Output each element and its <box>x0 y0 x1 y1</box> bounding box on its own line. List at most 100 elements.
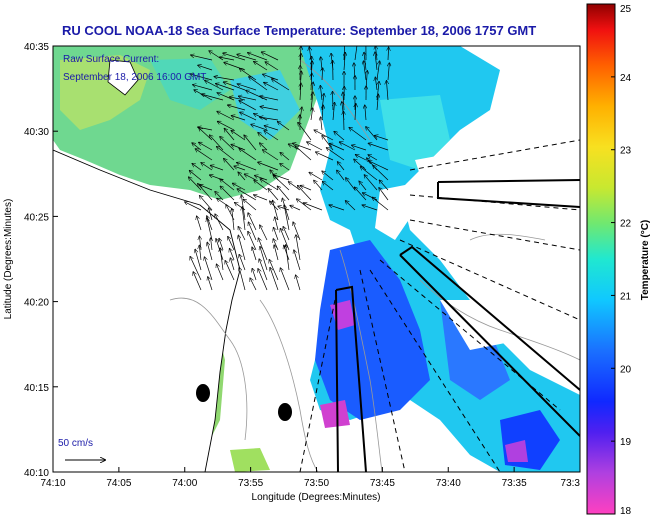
current-vector <box>275 217 279 231</box>
current-vector <box>220 137 235 151</box>
current-vector <box>349 128 367 141</box>
x-tick-label: 73:3 <box>561 478 581 489</box>
current-vector <box>231 116 246 121</box>
current-vector <box>280 268 290 291</box>
x-tick-label: 74:05 <box>106 478 131 489</box>
current-vector <box>368 155 378 161</box>
current-vector <box>234 166 246 171</box>
current-vector <box>334 132 345 141</box>
current-vector <box>375 77 377 91</box>
current-vector <box>210 165 224 171</box>
current-vector <box>373 165 389 181</box>
current-vector <box>290 206 301 211</box>
current-vector <box>199 245 201 261</box>
current-vector <box>277 186 290 201</box>
y-tick-label: 40:10 <box>24 468 49 479</box>
colorbar-tick-label: 18 <box>620 506 632 517</box>
current-vector <box>354 46 358 61</box>
current-vector <box>239 101 257 111</box>
current-vector <box>201 163 213 171</box>
current-vector <box>298 123 312 141</box>
current-vector <box>280 153 290 161</box>
current-vector <box>217 121 235 131</box>
current-vector <box>252 247 257 261</box>
figure-title: RU COOL NOAA-18 Sea Surface Temperature:… <box>62 23 536 38</box>
current-vector <box>201 94 224 101</box>
map-plot-area <box>53 46 580 472</box>
current-vector <box>363 61 367 81</box>
current-vector <box>314 180 323 191</box>
land-mass <box>53 59 580 472</box>
current-vector <box>320 86 322 101</box>
current-vector <box>272 79 290 91</box>
current-vector <box>223 53 246 61</box>
current-vector <box>322 136 334 151</box>
current-vector <box>252 269 257 281</box>
current-vector <box>388 63 389 81</box>
current-vector <box>264 126 279 131</box>
transect-boxes <box>335 179 580 472</box>
current-vector <box>294 250 301 271</box>
current-vector <box>232 209 235 231</box>
current-vector <box>250 278 257 291</box>
current-vector <box>243 199 257 211</box>
current-vector <box>248 222 257 241</box>
current-vector <box>311 82 313 101</box>
current-vector <box>198 65 213 71</box>
current-vector <box>239 268 246 291</box>
current-vector <box>209 208 213 221</box>
current-vector <box>254 180 268 191</box>
current-vector <box>240 112 257 121</box>
current-vector <box>254 195 268 201</box>
current-vector <box>191 55 213 61</box>
current-label: Raw Surface Current: <box>63 54 159 65</box>
current-vector <box>300 71 301 91</box>
current-vector <box>225 261 235 281</box>
current-vector <box>379 180 389 191</box>
x-tick-label: 73:40 <box>436 478 461 489</box>
current-vector <box>239 149 257 161</box>
current-vector <box>309 172 323 181</box>
current-vector <box>311 92 313 111</box>
current-vector <box>345 201 356 211</box>
current-vector <box>344 53 345 71</box>
current-vector <box>375 52 377 71</box>
current-vector <box>260 107 279 111</box>
current-vector <box>259 259 268 281</box>
current-vector <box>190 74 213 81</box>
current-vector <box>260 96 279 101</box>
current-vector <box>210 135 224 151</box>
current-vector <box>214 77 235 81</box>
colorbar-tick-label: 25 <box>620 4 632 15</box>
current-vector <box>238 172 246 181</box>
current-vector <box>237 163 257 171</box>
current-vector <box>359 181 367 191</box>
current-vector <box>237 84 257 91</box>
current-vector <box>273 175 290 191</box>
colorbar-ticks: 25 24 23 22 21 20 19 18 <box>611 3 632 517</box>
current-vector <box>352 145 367 151</box>
current-vector <box>195 249 202 271</box>
x-axis-label: Longitude (Degrees:Minutes) <box>252 492 381 503</box>
current-vector <box>269 260 279 281</box>
y-tick-label: 40:15 <box>24 383 49 394</box>
current-vector <box>192 164 202 171</box>
current-vector <box>372 197 389 211</box>
current-vector <box>362 205 378 211</box>
current-vector <box>192 143 202 151</box>
current-vector <box>231 131 246 141</box>
current-vector <box>343 111 344 131</box>
current-vector <box>298 186 312 201</box>
current-vector <box>258 162 279 171</box>
current-vector <box>264 83 279 91</box>
y-tick-label: 40:35 <box>24 42 49 53</box>
surface-current-vectors <box>185 46 390 291</box>
current-vector <box>293 222 301 241</box>
current-vector <box>321 117 322 131</box>
current-vector <box>311 108 313 121</box>
current-vector <box>337 170 345 181</box>
current-vector <box>244 174 257 181</box>
y-tick-label: 40:30 <box>24 127 49 138</box>
current-vector <box>185 202 202 211</box>
